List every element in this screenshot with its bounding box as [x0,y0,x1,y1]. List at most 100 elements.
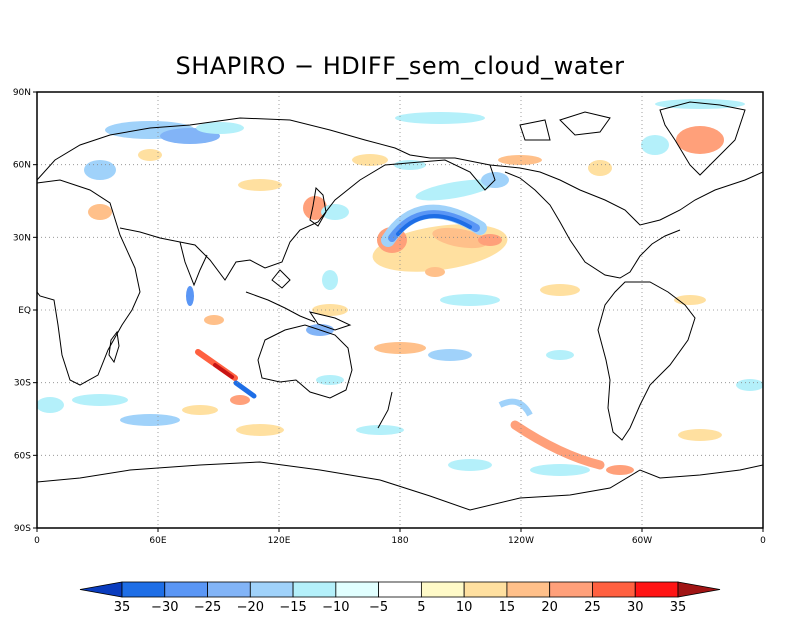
lat-tick-label: 60S [14,451,31,461]
colorbar-swatch [207,581,251,598]
colorbar-label: 35 [670,600,687,615]
canada-islands-coast [519,119,551,141]
colorbar-label: −25 [194,600,221,615]
madagascar-coast [108,330,120,364]
field-patch [120,414,180,426]
colorbar: 35 −30 −25 −20 −15 −10 −5 5 10 15 20 25 30 35 [79,581,721,615]
field-patch [396,214,472,236]
colorbar-swatch [506,581,551,598]
field-patch [432,227,488,249]
field-patch [88,204,112,220]
indonesia-coast [245,291,316,323]
latitude-axis: 90N 60N 30N EQ 30S 60S 90S [13,88,37,534]
field-patch [428,349,472,361]
colorbar-label: 25 [584,600,601,615]
colorbar-label: −15 [279,600,306,615]
colorbar-label: 10 [456,600,473,615]
colorbar-label: 5 [417,600,425,615]
field-patch [138,149,162,161]
field-patch [478,234,502,246]
africa-coast [37,179,141,386]
field-patch [233,380,257,399]
field-patch [588,160,612,176]
asia-south-coast [119,159,496,281]
colorbar-swatch [463,581,508,598]
field-patch [546,350,574,360]
colorbar-label: 15 [499,600,516,615]
colorbar-swatch [634,581,679,598]
lat-tick-label: 30N [13,233,31,243]
field-patch [676,126,724,154]
north-america-west-coast [504,171,681,279]
coastlines [37,101,763,511]
field-patch [72,394,128,406]
field-patch [352,154,388,166]
field-patch [530,464,590,476]
colorbar-swatch [335,581,380,598]
lat-tick-label: EQ [18,306,31,316]
india-coast [179,241,208,287]
field-patch [678,429,722,441]
anomaly-field [37,99,763,476]
lat-tick-label: 60N [13,161,31,171]
antarctica-coast [37,461,763,511]
colorbar-swatch [164,581,208,598]
lon-tick-label: 180 [391,536,408,546]
lat-tick-label: 90S [14,524,31,534]
colorbar-swatch [249,581,294,598]
canada-islands-coast [559,111,611,136]
field-patch [425,267,445,277]
field-patch [606,465,634,475]
new-guinea-coast [308,311,352,331]
field-patch [37,397,64,413]
field-patch [238,179,282,191]
field-patch [510,420,605,470]
field-patch [498,398,533,417]
field-patch [641,135,669,155]
field-patch [498,155,542,165]
map-title: SHAPIRO − HDIFF_sem_cloud_water [175,52,625,80]
field-patch [236,424,284,436]
lon-tick-label: 120W [508,536,534,546]
field-patch [440,294,500,306]
colorbar-label: −30 [151,600,178,615]
field-patch [356,425,404,435]
eurasia-north-coast [37,117,491,181]
lat-tick-label: 30S [14,379,31,389]
field-patch [204,315,224,325]
south-america-coast [597,281,696,441]
colorbar-swatch [549,581,593,598]
australia-coast [257,324,353,399]
field-patch [655,99,745,109]
field-patch [303,196,327,220]
field-patch [322,270,338,290]
colorbar-swatch [121,581,166,598]
field-patch [230,395,250,405]
colorbar-label: 30 [627,600,644,615]
field-patch [395,112,485,124]
colorbar-swatch [292,581,337,598]
north-america-north-coast [489,164,763,226]
field-patch [736,379,763,391]
borneo-coast [271,269,291,289]
field-patch [448,459,492,471]
lon-tick-label: 60E [149,536,166,546]
lon-tick-label: 60W [632,536,652,546]
japan-coast [309,186,327,227]
longitude-axis: 0 60E 120E 180 120W 60W 0 [34,528,766,546]
lat-tick-label: 90N [13,88,31,98]
colorbar-low-extension [79,581,123,598]
colorbar-swatch [420,581,465,598]
field-patch [213,363,234,379]
field-patch [186,286,194,306]
field-patch [540,284,580,296]
colorbar-label: −5 [369,600,388,615]
field-patch [316,375,344,385]
greenland-coast [659,101,746,176]
lon-tick-label: 0 [760,536,766,546]
field-patch [415,179,495,201]
colorbar-label: 35 [114,600,131,615]
colorbar-swatch [592,581,636,598]
colorbar-label: 20 [541,600,558,615]
